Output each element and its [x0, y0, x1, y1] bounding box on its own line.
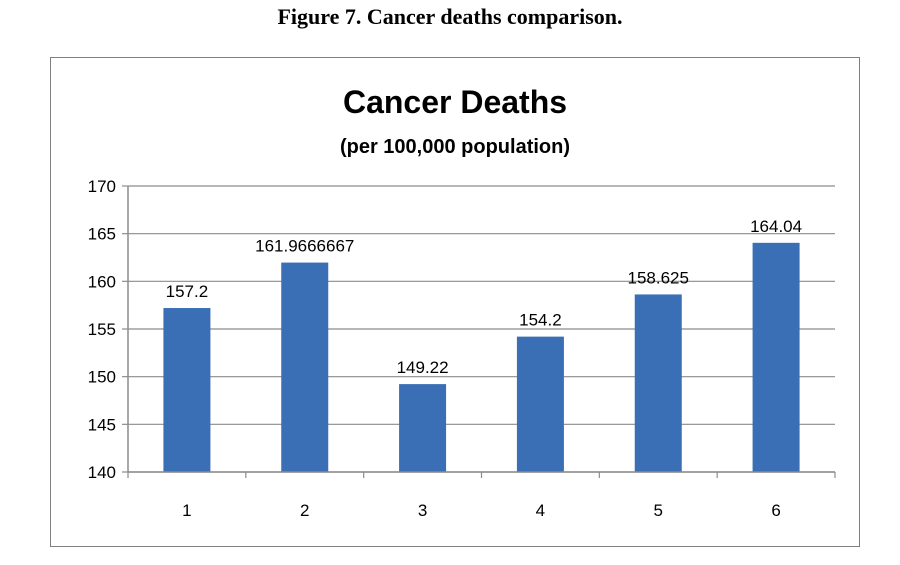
data-label: 149.22	[397, 358, 449, 377]
y-tick-label: 155	[88, 320, 116, 339]
y-tick-label: 170	[88, 177, 116, 196]
y-tick-label: 140	[88, 463, 116, 482]
data-label: 154.2	[519, 311, 562, 330]
gridlines	[128, 185, 835, 473]
data-label: 158.625	[628, 268, 689, 287]
data-label: 161.9666667	[255, 237, 354, 256]
data-label: 164.04	[750, 217, 802, 236]
figure-caption: Figure 7. Cancer deaths comparison.	[277, 4, 623, 29]
bar	[634, 294, 682, 472]
bar	[281, 262, 329, 472]
x-tick-label: 5	[654, 501, 663, 520]
chart-title: Cancer Deaths	[343, 84, 567, 120]
x-tick-label: 2	[300, 501, 309, 520]
bar	[516, 336, 564, 472]
data-label: 157.2	[166, 282, 209, 301]
x-tick-label: 4	[536, 501, 545, 520]
chart-subtitle: (per 100,000 population)	[340, 136, 570, 158]
y-tick-label: 145	[88, 415, 116, 434]
bars	[163, 242, 800, 472]
x-tick-label: 6	[771, 501, 780, 520]
y-tick-label: 160	[88, 272, 116, 291]
x-tick-label: 3	[418, 501, 427, 520]
bar	[399, 384, 447, 472]
y-tick-label: 150	[88, 368, 116, 387]
y-tick-label: 165	[88, 225, 116, 244]
labels: 140 145 150 155 160 165 170 157.2 1 161.9666667 2 1…	[88, 177, 802, 520]
x-tick-label: 1	[182, 501, 191, 520]
bar	[163, 308, 211, 472]
axes	[122, 185, 836, 478]
bar	[752, 242, 800, 472]
